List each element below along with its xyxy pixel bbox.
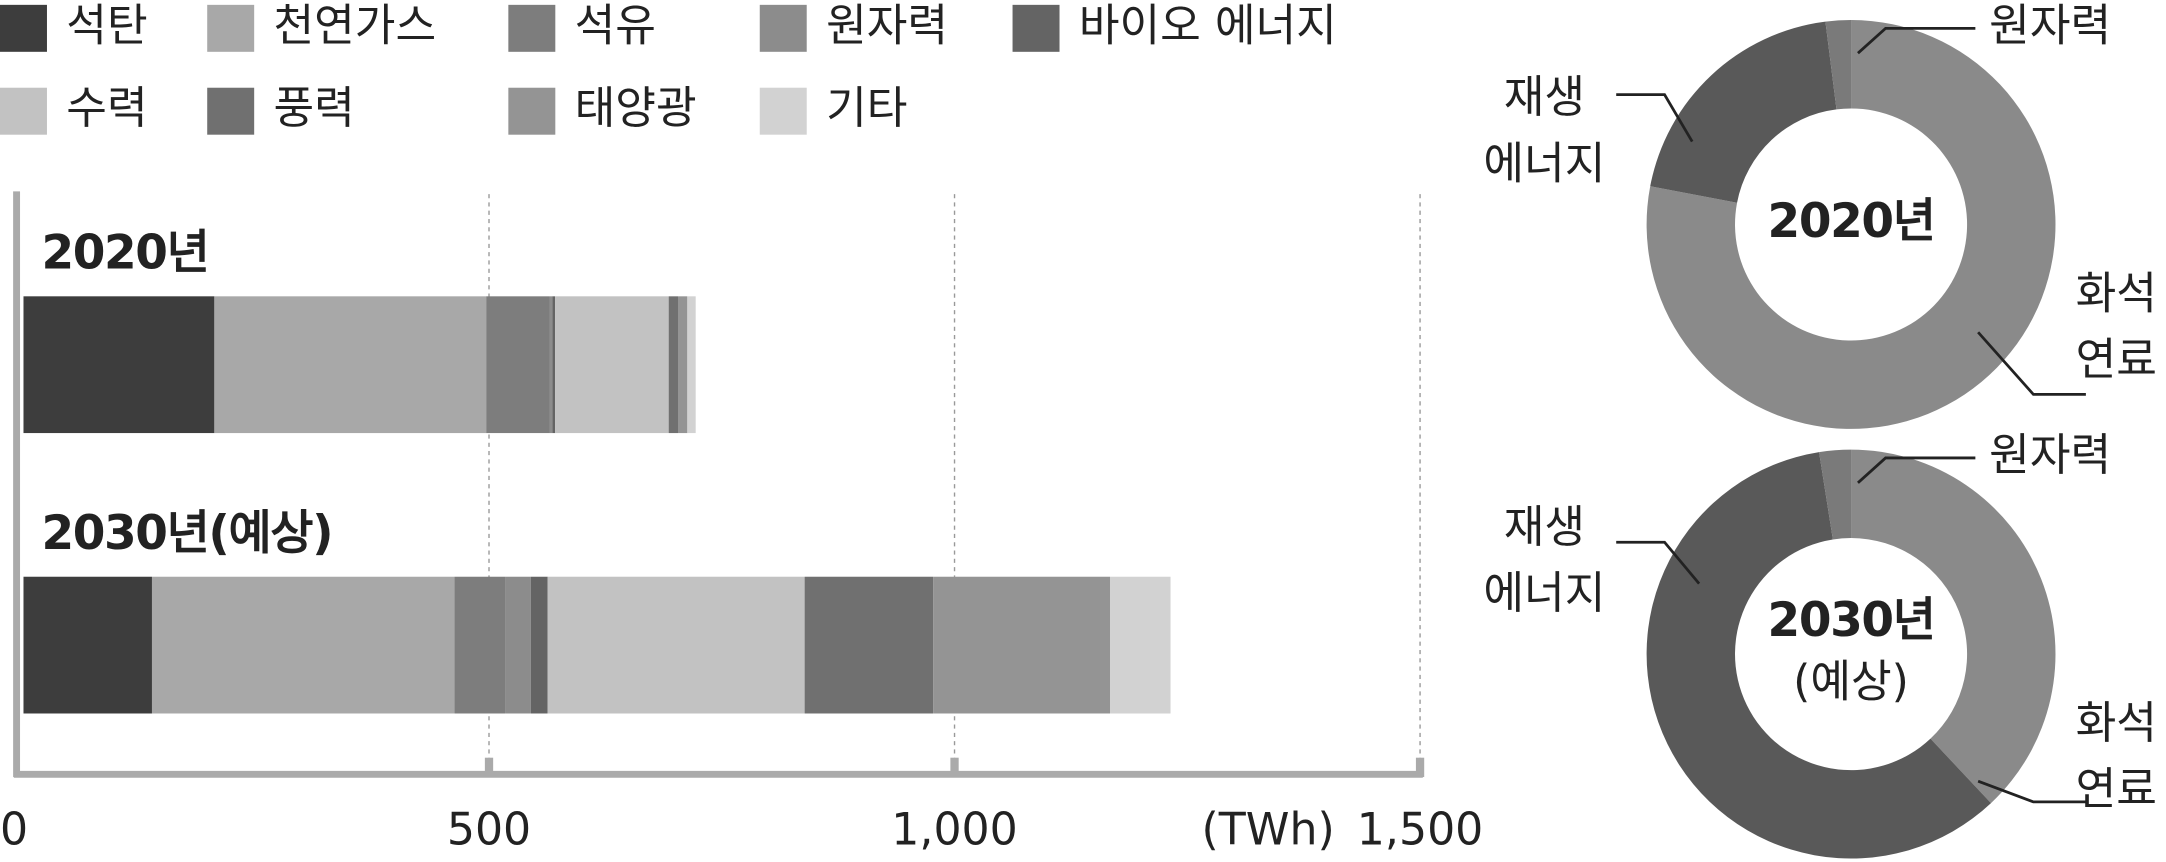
donut-slice: [1650, 21, 1837, 203]
tick-mark: [1415, 757, 1425, 778]
donut-slice: [1851, 449, 2056, 804]
donut-slice: [1825, 20, 1852, 110]
legend-swatch: [759, 87, 807, 135]
category-label: 2030년(예상): [41, 506, 332, 561]
donut-slice: [1646, 20, 2056, 429]
leader-line: [1857, 26, 1976, 55]
legend-label: 바이오 에너지: [1079, 0, 1337, 51]
bar-segment: [1110, 576, 1171, 714]
x-unit: (TWh): [1202, 804, 1335, 855]
legend-label: 원자력: [826, 0, 948, 51]
bar-segment: [668, 296, 679, 434]
center-label: (예상): [1793, 656, 1909, 707]
bar-segment: [23, 576, 152, 714]
legend-label: 수력: [66, 83, 147, 134]
legend-swatch: [508, 87, 556, 135]
center-label: 2020년: [1768, 194, 1935, 249]
legend-swatch: [1012, 4, 1060, 52]
x-tick-label: 500: [447, 804, 531, 855]
slice-label: 재생: [1504, 502, 1585, 553]
bar-segment: [555, 296, 669, 434]
legend-label: 풍력: [274, 83, 355, 134]
bar-segment: [151, 576, 455, 714]
bar-segment: [23, 296, 215, 434]
slice-label: 에너지: [1483, 568, 1605, 619]
donut-slice: [1646, 452, 1991, 859]
slice-label: 에너지: [1483, 138, 1605, 189]
slice-label: 화석: [2076, 268, 2157, 319]
bar-segment: [530, 576, 548, 714]
tick-mark: [950, 757, 959, 778]
legend-swatch: [759, 4, 807, 52]
bar-segment: [549, 296, 553, 434]
leader-line: [1977, 331, 2086, 396]
legend-label: 석탄: [66, 0, 147, 51]
slice-label: 원자력: [1989, 430, 2111, 481]
center-label: 2030년: [1768, 593, 1935, 648]
leader-line: [1977, 779, 2086, 804]
legend-label: 천연가스: [274, 0, 437, 51]
x-tick-label: 0: [0, 804, 28, 855]
legend-swatch: [207, 4, 255, 52]
legend-label: 기타: [826, 83, 907, 134]
category-label: 2020년: [41, 226, 208, 281]
bar-segment: [804, 576, 934, 714]
bar-segment: [933, 576, 1111, 714]
bar-segment: [486, 296, 550, 434]
bar-segment: [552, 296, 556, 434]
bar-segment: [547, 576, 805, 714]
slice-label: 화석: [2076, 698, 2157, 749]
leader-line: [1616, 93, 1694, 143]
bar-segment: [687, 296, 696, 434]
legend-swatch: [0, 4, 47, 52]
legend-label: 석유: [575, 0, 656, 51]
bar-segment: [214, 296, 487, 434]
slice-label: 원자력: [1989, 0, 2111, 51]
x-tick-label: 1,500: [1357, 804, 1483, 855]
slice-label: 연료: [2076, 764, 2157, 815]
tick-mark: [484, 757, 494, 778]
legend-label: 태양광: [575, 83, 697, 134]
legend-swatch: [207, 87, 255, 135]
leader-line: [1857, 456, 1976, 484]
legend-swatch: [508, 4, 556, 52]
bar-segment: [505, 576, 531, 714]
bar-segment: [678, 296, 688, 434]
slice-label: 재생: [1504, 72, 1585, 123]
legend-swatch: [0, 87, 47, 135]
donut-slice: [1819, 449, 1852, 540]
leader-line: [1616, 540, 1701, 585]
slice-label: 연료: [2076, 335, 2157, 386]
bar-segment: [454, 576, 506, 714]
x-tick-label: 1,000: [891, 804, 1018, 855]
